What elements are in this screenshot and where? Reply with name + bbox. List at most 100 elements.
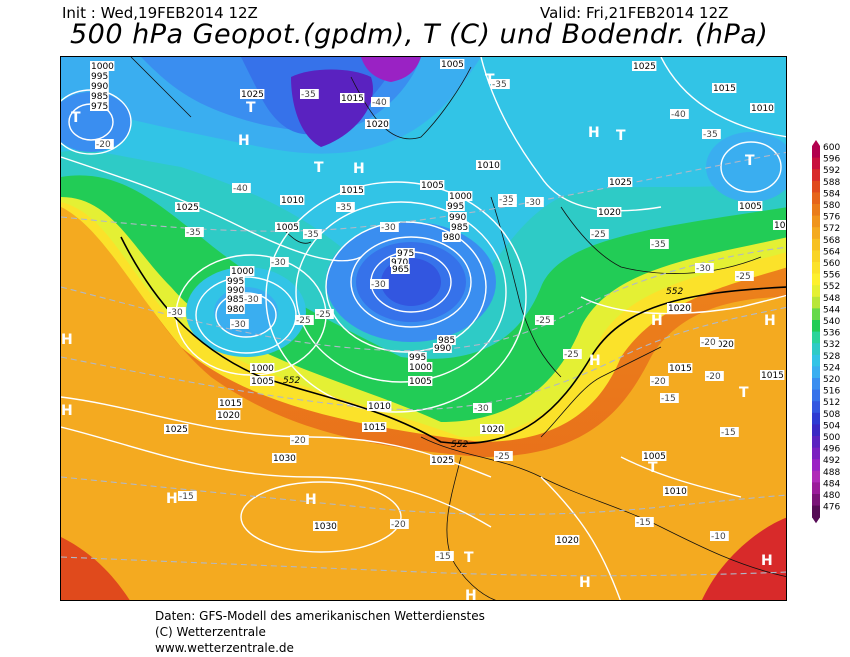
scale-tick-label: 528 — [823, 352, 840, 362]
svg-text:1005: 1005 — [643, 452, 666, 462]
map-title: 500 hPa Geopot.(gpdm), T (C) und Bodendr… — [70, 19, 769, 50]
svg-text:-20: -20 — [651, 377, 666, 387]
isobar-label: 1025 — [175, 202, 200, 213]
isobar-label: 980 — [442, 232, 461, 243]
isobar-label: 990 — [226, 285, 245, 296]
isobar-label: 1015 — [760, 370, 785, 381]
isotherm-label: -35 — [498, 194, 517, 205]
isotherm-label: -35 — [650, 239, 669, 250]
scale-tick-label: 556 — [823, 271, 840, 281]
isobar-label: 1015 — [362, 422, 387, 433]
isobar-label: 1005 — [440, 59, 465, 70]
svg-text:1000: 1000 — [409, 363, 432, 373]
high-pressure-marker: H — [589, 353, 601, 369]
svg-text:-30: -30 — [696, 264, 711, 274]
svg-text:-35: -35 — [186, 228, 201, 238]
svg-text:-30: -30 — [231, 320, 246, 330]
high-pressure-marker: H — [305, 492, 317, 508]
isotherm-label: -15 — [178, 491, 197, 502]
scale-tick-label: 580 — [823, 201, 840, 211]
isobar-label: 1025 — [164, 424, 189, 435]
high-pressure-marker: H — [579, 575, 591, 591]
svg-text:995: 995 — [227, 277, 244, 287]
low-pressure-marker: T — [246, 100, 256, 116]
svg-text:-25: -25 — [536, 316, 551, 326]
temperature-label-layer: -35 -40 -35 -20 -40 -35 -35 -35 -30 -30 -35 -35 -30 -… — [95, 79, 754, 562]
isotherm-label: -15 — [660, 393, 679, 404]
high-pressure-marker: H — [353, 161, 365, 177]
isobar-label: 975 — [396, 248, 415, 259]
isobar-label: 985 — [437, 335, 456, 346]
svg-text:990: 990 — [449, 213, 466, 223]
isobar-label: 1015 — [712, 83, 737, 94]
scale-swatch — [812, 180, 820, 193]
svg-text:1025: 1025 — [176, 203, 199, 213]
isobar-label: 1020 — [597, 207, 622, 218]
scale-bottom-arrow — [812, 517, 820, 524]
isotherm-label: -35 — [702, 129, 721, 140]
isobar-label: 1010 — [476, 160, 501, 171]
isotherm-label: -20 — [700, 337, 719, 348]
footer-copyright: (C) Wetterzentrale — [155, 625, 266, 639]
svg-text:985: 985 — [438, 336, 455, 346]
svg-text:1020: 1020 — [556, 536, 579, 546]
svg-text:1025: 1025 — [241, 90, 264, 100]
svg-text:980: 980 — [443, 233, 460, 243]
high-pressure-marker: H — [465, 588, 477, 601]
isotherm-label: -20 — [705, 371, 724, 382]
svg-text:-15: -15 — [436, 552, 451, 562]
svg-text:-35: -35 — [703, 130, 718, 140]
svg-text:1015: 1015 — [669, 364, 692, 374]
scale-swatch — [812, 238, 820, 251]
scale-tick-label: 592 — [823, 166, 840, 176]
svg-text:1010: 1010 — [751, 104, 774, 114]
isobar-label: 1030 — [313, 521, 338, 532]
isotherm-label: -30 — [243, 294, 262, 305]
svg-text:-20: -20 — [701, 338, 716, 348]
isotherm-label: -20 — [95, 139, 114, 150]
scale-tick-label: 532 — [823, 340, 840, 350]
scale-swatch — [812, 250, 820, 263]
svg-text:-20: -20 — [96, 140, 111, 150]
scale-tick-label: 600 — [823, 143, 840, 153]
isotherm-label: -15 — [435, 551, 454, 562]
svg-text:980: 980 — [227, 305, 244, 315]
svg-text:990: 990 — [91, 82, 108, 92]
scale-swatch — [812, 157, 820, 170]
scale-swatch — [812, 227, 820, 240]
scale-tick-label: 480 — [823, 491, 840, 501]
scale-tick-label: 492 — [823, 456, 840, 466]
isobar-label: 965 — [391, 264, 410, 275]
isotherm-label: -35 — [303, 229, 322, 240]
svg-text:1015: 1015 — [341, 186, 364, 196]
high-pressure-marker: H — [166, 491, 178, 507]
field-southeast-hot — [701, 517, 786, 600]
isobar-label: 1025 — [608, 177, 633, 188]
isobar-label: 985 — [450, 222, 469, 233]
isobar-label: 975 — [90, 101, 109, 112]
high-pressure-marker: H — [761, 553, 773, 569]
isobar-label: 995 — [226, 276, 245, 287]
isobar-label: 1025 — [430, 455, 455, 466]
contour-label: 552 — [283, 376, 300, 386]
scale-tick-label: 572 — [823, 224, 840, 234]
svg-text:1000: 1000 — [231, 267, 254, 277]
isotherm-label: -30 — [380, 222, 399, 233]
svg-text:-25: -25 — [564, 350, 579, 360]
scale-tick-label: 476 — [823, 503, 840, 513]
isotherm-label: -25 — [590, 229, 609, 240]
isobar-label: 985 — [90, 91, 109, 102]
svg-text:-15: -15 — [636, 518, 651, 528]
scale-tick-label: 568 — [823, 236, 840, 246]
scale-swatch — [812, 482, 820, 495]
isobar-label: 1000 — [90, 61, 115, 72]
scale-swatch — [812, 505, 820, 518]
svg-text:-35: -35 — [651, 240, 666, 250]
svg-text:-30: -30 — [381, 223, 396, 233]
low-pressure-marker: T — [745, 153, 755, 169]
scale-tick-label: 536 — [823, 329, 840, 339]
isotherm-label: -15 — [635, 517, 654, 528]
scale-swatch — [812, 204, 820, 217]
svg-text:985: 985 — [91, 92, 108, 102]
